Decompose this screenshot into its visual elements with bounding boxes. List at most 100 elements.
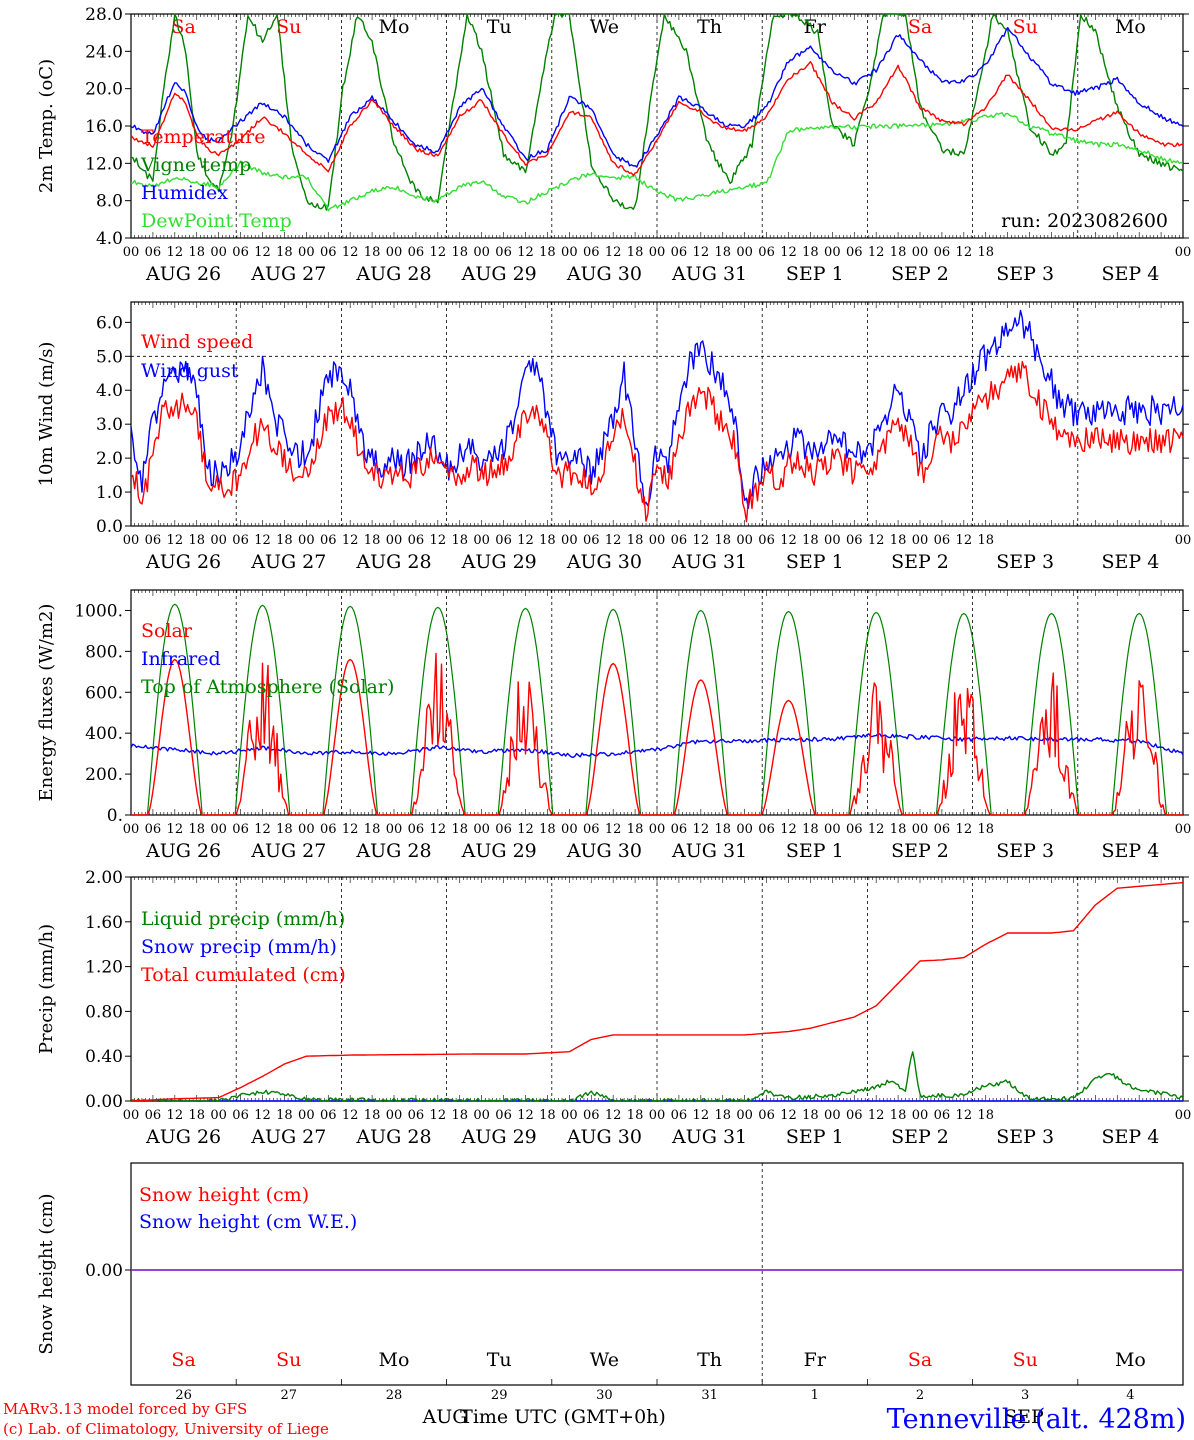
hour-label: 18	[714, 533, 731, 548]
hour-label: 00	[561, 533, 578, 548]
date-label: AUG 30	[566, 840, 642, 862]
hour-label: 18	[451, 822, 468, 837]
hour-label: 06	[846, 1108, 863, 1123]
day-name: Su	[276, 16, 301, 38]
y-tick-label: 3.0	[96, 415, 123, 435]
date-label: SEP 4	[1101, 840, 1159, 862]
hour-label: 18	[451, 533, 468, 548]
hour-label: 00	[210, 822, 227, 837]
date-label: SEP 3	[996, 263, 1054, 285]
legend-entry: Snow precip (mm/h)	[141, 936, 337, 958]
hour-label: 18	[276, 245, 293, 260]
hour-label: 18	[188, 533, 205, 548]
hour-label: 18	[364, 533, 381, 548]
date-label: AUG 30	[566, 551, 642, 573]
hour-label: 06	[934, 1108, 951, 1123]
hour-label: 00	[736, 533, 753, 548]
hour-label: 12	[868, 245, 885, 260]
hour-label: 00	[912, 245, 929, 260]
date-label: SEP 3	[996, 840, 1054, 862]
day-number: 31	[701, 1388, 718, 1403]
hour-label: 12	[693, 533, 710, 548]
day-name: Sa	[908, 1349, 932, 1371]
hour-label: 06	[320, 245, 337, 260]
date-label: SEP 2	[891, 263, 949, 285]
hour-label: 18	[539, 822, 556, 837]
hour-label: 12	[868, 822, 885, 837]
hour-label: 12	[517, 245, 534, 260]
hour-label: 06	[320, 822, 337, 837]
hour-label: 12	[167, 1108, 184, 1123]
hour-label: 06	[758, 1108, 775, 1123]
y-tick-label: 1.0	[96, 483, 123, 503]
y-tick-label: 2.00	[85, 868, 123, 888]
legend-entry: Solar	[141, 620, 193, 642]
date-label: AUG 31	[671, 840, 747, 862]
hour-label: 00	[386, 1108, 403, 1123]
hour-label: 18	[627, 533, 644, 548]
legend-entry: Wind gust	[141, 360, 239, 382]
y-tick-label: 20.0	[85, 80, 123, 100]
hour-label: 06	[846, 533, 863, 548]
date-label: AUG 26	[145, 1126, 221, 1148]
day-name: Fr	[804, 1349, 827, 1371]
day-name: Su	[1013, 1349, 1038, 1371]
hour-label: 00	[912, 533, 929, 548]
hour-label: 12	[605, 822, 622, 837]
hour-label: 00	[386, 822, 403, 837]
y-tick-label: 600.	[85, 683, 123, 703]
hour-label: 18	[977, 245, 994, 260]
hour-label: 12	[167, 245, 184, 260]
day-number: 29	[491, 1388, 508, 1403]
hour-label: 06	[495, 822, 512, 837]
hour-label: 00	[824, 822, 841, 837]
hour-label: 18	[890, 1108, 907, 1123]
date-label: SEP 3	[996, 551, 1054, 573]
date-label: SEP 4	[1101, 551, 1159, 573]
hour-label: 12	[430, 822, 447, 837]
day-number: 26	[175, 1388, 192, 1403]
legend-entry: Wind speed	[141, 331, 253, 353]
date-label: AUG 26	[145, 840, 221, 862]
date-label: AUG 27	[250, 840, 326, 862]
hour-label: 12	[254, 822, 271, 837]
month-label-aug: AUG	[422, 1406, 468, 1428]
hour-label: 12	[780, 822, 797, 837]
hour-label: 00	[298, 533, 315, 548]
x-axis-label: Time UTC (GMT+0h)	[460, 1406, 666, 1428]
hour-label: 06	[583, 245, 600, 260]
y-tick-label: 1000.	[74, 601, 123, 621]
hour-label: 00	[1175, 533, 1192, 548]
hour-label: 06	[232, 533, 249, 548]
hour-label: 06	[145, 1108, 162, 1123]
legend-entry: Snow height (cm)	[139, 1184, 309, 1206]
hour-label: 06	[671, 822, 688, 837]
hour-label: 12	[693, 245, 710, 260]
hour-label: 06	[320, 533, 337, 548]
hour-label: 18	[276, 533, 293, 548]
day-name: Mo	[1115, 16, 1146, 38]
date-label: AUG 29	[461, 1126, 537, 1148]
hour-label: 18	[627, 822, 644, 837]
hour-label: 00	[1175, 1108, 1192, 1123]
hour-label: 18	[714, 1108, 731, 1123]
day-name: Su	[1013, 16, 1038, 38]
run-label: run: 2023082600	[1001, 210, 1168, 232]
hour-label: 06	[758, 245, 775, 260]
hour-label: 12	[254, 1108, 271, 1123]
date-label: AUG 30	[566, 263, 642, 285]
hour-label: 06	[583, 533, 600, 548]
hour-label: 18	[977, 533, 994, 548]
hour-label: 00	[561, 245, 578, 260]
series-solar	[131, 652, 1183, 816]
hour-label: 00	[473, 533, 490, 548]
legend-entry: Humidex	[141, 182, 228, 204]
hour-label: 18	[276, 822, 293, 837]
date-label: AUG 27	[250, 263, 326, 285]
hour-label: 00	[561, 1108, 578, 1123]
hour-label: 06	[145, 533, 162, 548]
date-label: AUG 27	[250, 551, 326, 573]
hour-label: 18	[451, 245, 468, 260]
hour-label: 06	[671, 245, 688, 260]
hour-label: 00	[123, 245, 140, 260]
